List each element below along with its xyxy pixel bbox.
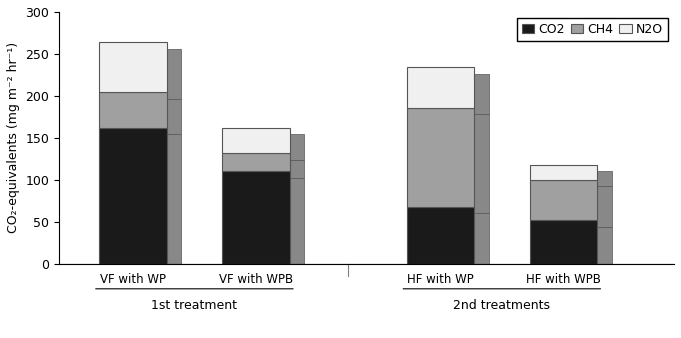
Bar — [237, 135, 304, 160]
Bar — [422, 114, 489, 213]
Bar — [114, 135, 181, 270]
Bar — [222, 171, 289, 264]
Bar — [222, 128, 289, 153]
Bar — [530, 165, 597, 180]
Bar — [237, 160, 304, 178]
Bar — [99, 42, 167, 93]
Bar — [99, 128, 167, 264]
Bar — [407, 107, 474, 207]
Text: 2nd treatments: 2nd treatments — [454, 299, 550, 312]
Bar — [407, 207, 474, 264]
Bar — [99, 93, 167, 128]
Bar — [114, 49, 181, 99]
Legend: CO2, CH4, N2O: CO2, CH4, N2O — [517, 18, 668, 41]
Bar — [422, 213, 489, 270]
Bar — [114, 99, 181, 135]
Bar — [544, 227, 612, 270]
Text: 1st treatment: 1st treatment — [151, 299, 238, 312]
Bar — [544, 187, 612, 227]
Bar — [222, 153, 289, 171]
Bar — [237, 178, 304, 270]
Bar — [530, 180, 597, 220]
Bar — [422, 74, 489, 114]
Bar — [407, 67, 474, 107]
Bar — [544, 171, 612, 187]
Bar — [530, 220, 597, 264]
Y-axis label: CO₂-equivalents (mg m⁻² hr⁻¹): CO₂-equivalents (mg m⁻² hr⁻¹) — [7, 42, 20, 233]
